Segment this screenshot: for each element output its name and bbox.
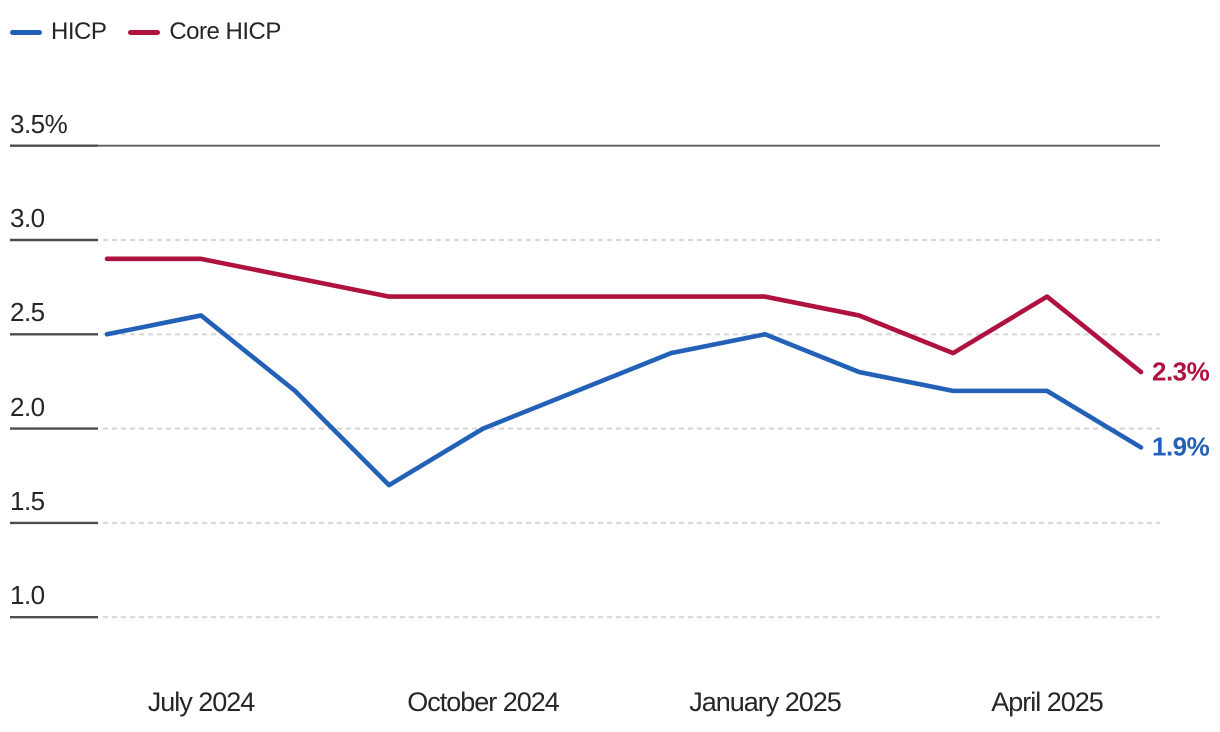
legend-item-core-hicp: Core HICP bbox=[128, 20, 281, 44]
x-tick-label: October 2024 bbox=[407, 687, 560, 717]
legend-item-hicp: HICP bbox=[10, 18, 107, 45]
core-hicp-line bbox=[104, 256, 1144, 375]
data-series bbox=[104, 256, 1144, 488]
y-tick-label: 3.0 bbox=[10, 203, 45, 233]
x-tick-label: July 2024 bbox=[147, 687, 256, 717]
legend-label-hicp: HICP bbox=[51, 18, 107, 45]
legend: HICP Core HICP bbox=[10, 20, 281, 44]
y-tick-label: 2.0 bbox=[10, 391, 45, 422]
y-tick-label: 2.5 bbox=[10, 297, 45, 328]
hicp-end-value-label: 1.9% bbox=[1152, 431, 1210, 462]
y-tick-label: 3.5% bbox=[10, 108, 68, 139]
legend-label-core-hicp: Core HICP bbox=[169, 18, 281, 45]
y-tick-label: 1.5 bbox=[10, 485, 45, 516]
legend-swatch-core-hicp bbox=[128, 29, 161, 35]
legend-swatch-hicp bbox=[10, 29, 42, 35]
core-hicp-end-value-label: 2.3% bbox=[1152, 356, 1210, 387]
hicp-line bbox=[104, 313, 1144, 488]
x-tick-label: January 2025 bbox=[689, 687, 842, 717]
gridlines bbox=[10, 144, 1160, 619]
x-tick-label: April 2025 bbox=[991, 687, 1104, 717]
y-tick-label: 1.0 bbox=[10, 580, 45, 611]
